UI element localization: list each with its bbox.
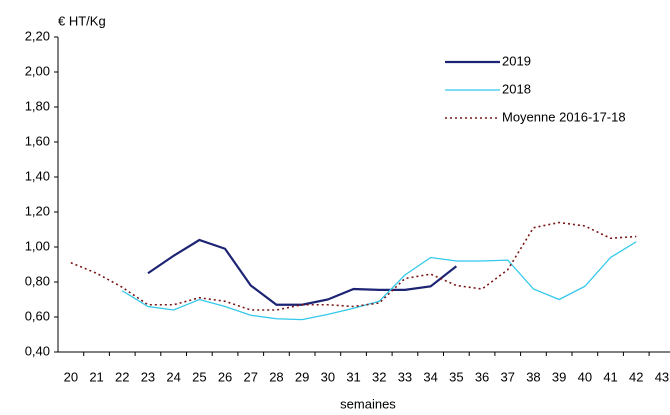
series-line xyxy=(147,238,458,306)
x-axis-label: semaines xyxy=(340,396,396,411)
x-tick-label: 26 xyxy=(218,369,232,384)
y-tick-label: 0,40 xyxy=(25,343,50,358)
x-tick-label: 43 xyxy=(655,369,669,384)
x-tick-label: 36 xyxy=(475,369,489,384)
y-tick-label: 0,80 xyxy=(25,273,50,288)
y-tick-label: 1,60 xyxy=(25,133,50,148)
legend-label: Moyenne 2016-17-18 xyxy=(502,109,626,124)
x-tick-label: 31 xyxy=(346,369,360,384)
x-tick-label: 39 xyxy=(552,369,566,384)
x-tick-label: 29 xyxy=(295,369,309,384)
x-tick-label: 32 xyxy=(372,369,386,384)
y-tick-label: 1,20 xyxy=(25,203,50,218)
legend-label: 2019 xyxy=(502,53,531,68)
y-tick-label: 1,00 xyxy=(25,238,50,253)
x-tick-label: 38 xyxy=(526,369,540,384)
x-tick-label: 35 xyxy=(449,369,463,384)
y-tick-label: 2,00 xyxy=(25,63,50,78)
x-tick-label: 24 xyxy=(166,369,180,384)
x-tick-label: 21 xyxy=(89,369,103,384)
y-tick-label: 1,80 xyxy=(25,98,50,113)
x-tick-label: 41 xyxy=(603,369,617,384)
x-tick-label: 34 xyxy=(423,369,437,384)
x-tick-label: 22 xyxy=(115,369,129,384)
x-tick-label: 33 xyxy=(398,369,412,384)
x-tick-label: 23 xyxy=(141,369,155,384)
x-tick-label: 42 xyxy=(629,369,643,384)
series-line xyxy=(121,241,637,321)
y-tick-label: 2,20 xyxy=(25,28,50,43)
x-tick-label: 30 xyxy=(321,369,335,384)
x-tick-label: 28 xyxy=(269,369,283,384)
x-tick-label: 40 xyxy=(578,369,592,384)
x-tick-label: 37 xyxy=(501,369,515,384)
series-line xyxy=(70,221,637,311)
y-axis-label: € HT/Kg xyxy=(58,13,106,28)
y-tick-label: 1,40 xyxy=(25,168,50,183)
x-tick-label: 27 xyxy=(244,369,258,384)
legend-label: 2018 xyxy=(502,81,531,96)
y-tick-label: 0,60 xyxy=(25,308,50,323)
x-tick-label: 25 xyxy=(192,369,206,384)
x-tick-label: 20 xyxy=(64,369,78,384)
